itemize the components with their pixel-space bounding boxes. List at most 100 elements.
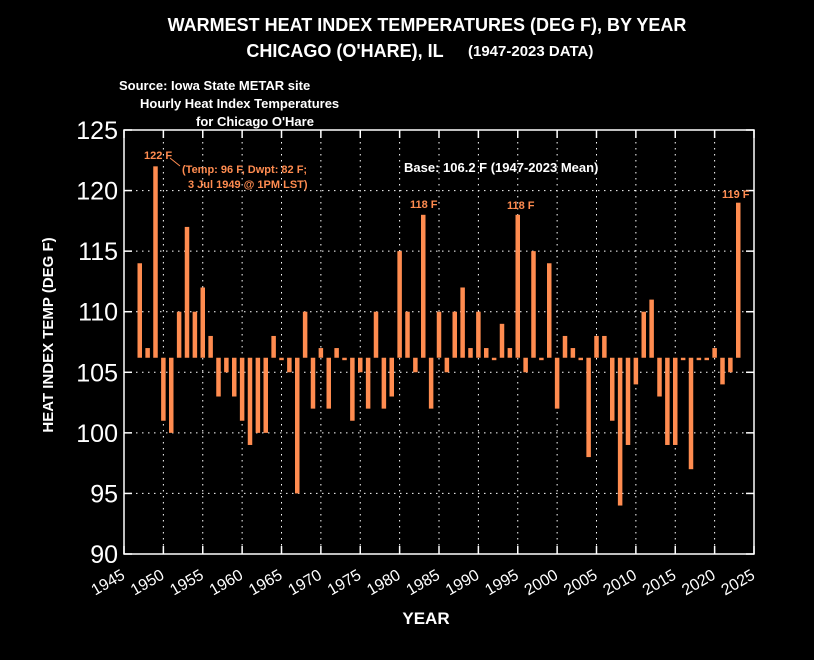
- bar-1948: [145, 348, 150, 358]
- bar-1977: [373, 311, 379, 358]
- bar-1996: [523, 357, 528, 373]
- bar-1972: [334, 348, 339, 358]
- bar-1995: [515, 214, 520, 358]
- bar-1989: [468, 348, 473, 358]
- annotation-2023-value: 119 F: [722, 189, 750, 201]
- bar-1952: [176, 311, 182, 358]
- bar-2020: [712, 348, 717, 358]
- bar-2004: [586, 357, 591, 458]
- y-tick-labels: 90 95 100 105 110 115 120 125: [76, 117, 118, 569]
- bar-2006: [602, 335, 607, 358]
- bar-1974: [350, 357, 355, 421]
- bar-1985: [436, 311, 442, 358]
- bar-2019: [704, 357, 709, 361]
- bar-1991: [484, 348, 489, 358]
- bar-1957: [216, 357, 221, 397]
- bar-1992: [491, 357, 497, 361]
- bar-2008: [617, 357, 623, 506]
- bar-series: [137, 166, 741, 506]
- y-tick-label: 90: [90, 541, 118, 569]
- annotation-1949-value: 122 F: [144, 150, 172, 162]
- bar-1999: [547, 263, 552, 358]
- bar-1947: [137, 263, 142, 358]
- bar-1994: [507, 348, 513, 358]
- annotation-1983-value: 118 F: [410, 199, 438, 211]
- bar-1973: [342, 357, 347, 361]
- bar-1961: [247, 357, 253, 445]
- bar-1980: [397, 251, 402, 358]
- bar-2016: [680, 357, 686, 361]
- bar-1960: [239, 357, 245, 421]
- bar-1958: [224, 357, 229, 373]
- bar-2003: [578, 357, 583, 361]
- bar-1953: [184, 226, 190, 358]
- y-tick-label: 95: [90, 480, 118, 508]
- bar-1967: [295, 357, 300, 494]
- bar-1949: [153, 166, 158, 358]
- bar-2014: [665, 357, 670, 445]
- bar-1955: [200, 287, 205, 358]
- bar-2002: [570, 348, 576, 358]
- base-note: Base: 106.2 F (1947-2023 Mean): [404, 160, 598, 175]
- chart-title-line1: WARMEST HEAT INDEX TEMPERATURES (DEG F),…: [168, 15, 687, 35]
- annotation-1949-detail2: 3 Jul 1949 @ 1PM LST): [188, 179, 308, 191]
- bar-2001: [562, 335, 568, 358]
- bar-1970: [318, 348, 324, 358]
- y-tick-label: 115: [78, 238, 118, 266]
- bar-1963: [263, 357, 268, 433]
- bar-1971: [326, 357, 331, 409]
- bar-1978: [381, 357, 387, 409]
- bar-2021: [720, 357, 725, 385]
- bar-1962: [255, 357, 261, 433]
- bar-2000: [554, 357, 560, 409]
- bar-1976: [365, 357, 371, 409]
- axis-ticks: [123, 129, 755, 555]
- bar-1959: [232, 357, 237, 397]
- annotation-1949-leader: [169, 157, 181, 167]
- bar-2009: [625, 357, 631, 445]
- bar-1975: [358, 357, 363, 373]
- bar-1979: [389, 357, 394, 397]
- bar-2017: [688, 357, 694, 470]
- bar-2018: [696, 357, 702, 361]
- annotation-1949-detail1: (Temp: 96 F, Dwpt: 82 F;: [182, 164, 307, 176]
- bar-1964: [271, 335, 276, 358]
- bar-2023: [736, 202, 741, 358]
- y-tick-label: 125: [76, 117, 118, 145]
- bar-1950: [161, 357, 166, 421]
- bar-1968: [302, 311, 308, 358]
- y-tick-label: 105: [76, 359, 118, 387]
- bar-1984: [428, 357, 434, 409]
- bar-1983: [421, 214, 426, 358]
- y-tick-label: 110: [78, 299, 118, 327]
- bar-1993: [499, 323, 505, 358]
- bar-1966: [287, 357, 292, 373]
- bar-1969: [310, 357, 316, 409]
- x-axis-label: YEAR: [402, 609, 449, 628]
- y-tick-label: 120: [76, 178, 118, 206]
- bar-2011: [641, 311, 646, 358]
- bar-1956: [208, 335, 213, 358]
- bar-2015: [673, 357, 678, 445]
- bar-2012: [649, 299, 654, 358]
- bar-1990: [476, 311, 481, 358]
- bar-1965: [279, 357, 284, 361]
- chart-title-line2-suffix: (1947-2023 DATA): [468, 43, 593, 60]
- source-line1: Source: Iowa State METAR site: [119, 78, 310, 93]
- bar-1986: [444, 357, 450, 373]
- y-axis-label: HEAT INDEX TEMP (DEG F): [40, 237, 57, 432]
- bar-2022: [728, 357, 733, 373]
- bar-1998: [539, 357, 544, 361]
- bar-1988: [460, 287, 465, 358]
- bar-2005: [594, 335, 599, 358]
- bar-1954: [192, 311, 198, 358]
- bar-2010: [633, 357, 639, 385]
- bar-2007: [610, 357, 615, 421]
- bar-2013: [657, 357, 662, 397]
- bar-1997: [531, 251, 536, 358]
- bar-1987: [452, 311, 457, 358]
- bar-1981: [405, 311, 410, 358]
- bar-1951: [169, 357, 174, 433]
- annotation-1995-value: 118 F: [507, 200, 535, 212]
